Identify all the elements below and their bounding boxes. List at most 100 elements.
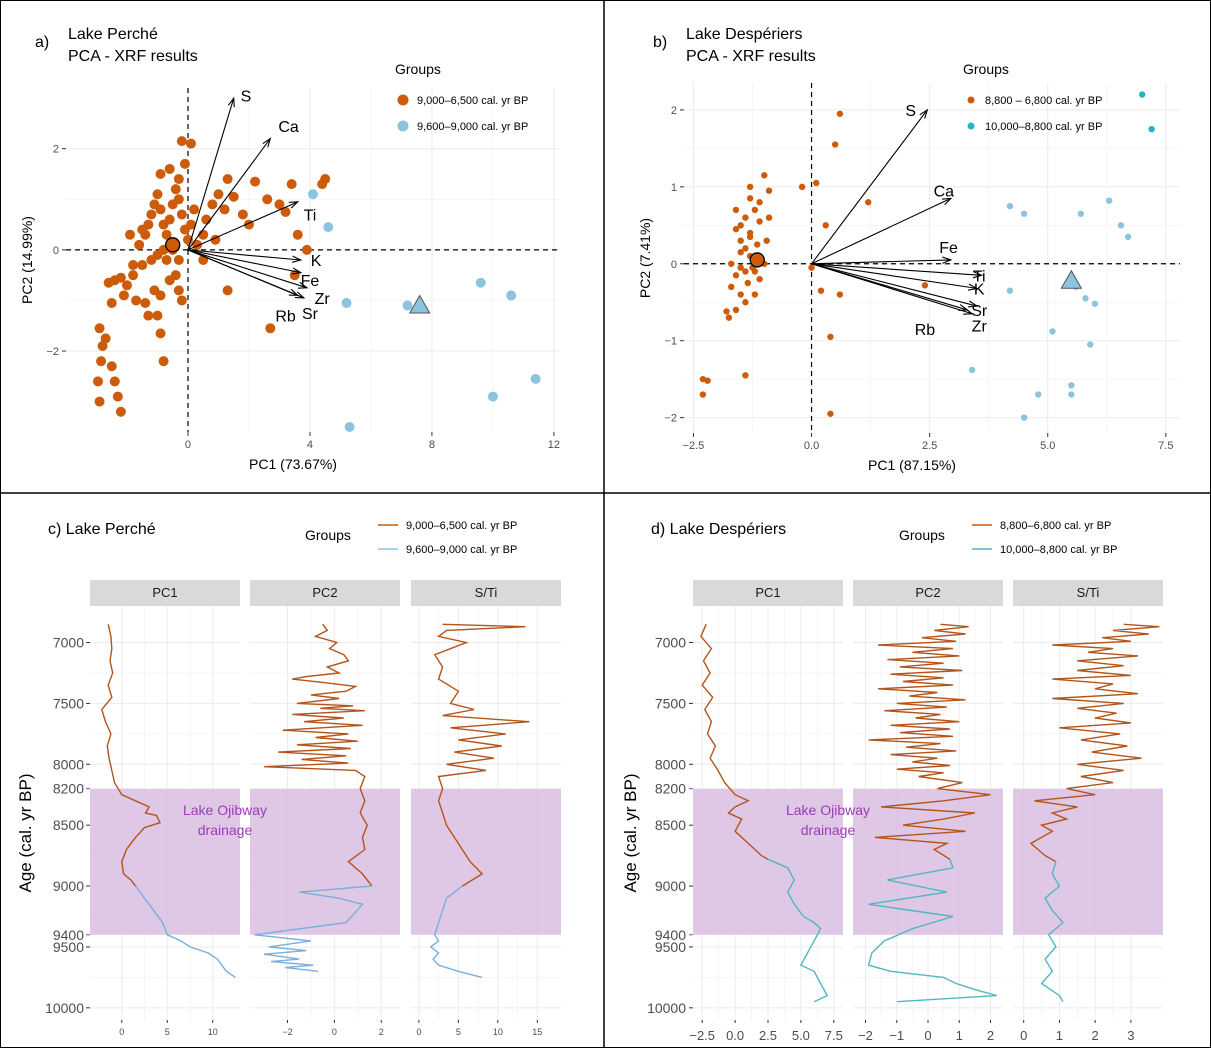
drainage-label-line1: Lake Ojibway (786, 802, 870, 818)
centroid-triangle (1060, 269, 1083, 289)
series-line-teal (867, 859, 997, 1003)
data-point (1105, 197, 1113, 204)
x-tick-label: 7.5 (1158, 440, 1173, 452)
series-line-teal (1040, 861, 1064, 1003)
data-point (1117, 222, 1125, 229)
loading-label: S (241, 89, 252, 106)
data-point (968, 366, 976, 374)
data-point (1020, 210, 1028, 217)
loading-label: Ti (304, 207, 317, 224)
data-point (323, 222, 334, 233)
data-point (1139, 91, 1146, 98)
data-point (308, 189, 318, 200)
y-tick-label: 2 (671, 105, 677, 117)
data-point (344, 421, 355, 432)
legend-key (397, 120, 409, 132)
data-point (170, 184, 181, 195)
data-point (176, 295, 187, 306)
x-tick-label: 0.0 (804, 440, 819, 452)
data-point (921, 282, 929, 289)
loading-arrow (187, 201, 298, 251)
data-point (475, 277, 486, 288)
y-tick-label: −2 (664, 413, 677, 425)
facet-strip-label: S/Ti (1077, 585, 1100, 600)
x-tick-label: 4 (307, 439, 313, 451)
drainage-shade (90, 788, 240, 935)
data-point (173, 174, 184, 185)
data-point (115, 272, 126, 283)
data-point (94, 396, 105, 407)
data-point (827, 410, 834, 417)
data-point (506, 290, 517, 301)
arrow-head (227, 96, 235, 108)
data-point (207, 199, 218, 210)
x-tick-label: 5.0 (1040, 440, 1055, 452)
legend-key (397, 94, 409, 106)
y-tick-label: 10000 (647, 1000, 686, 1016)
loading-label: Sr (971, 303, 988, 320)
data-point (836, 291, 844, 298)
data-point (813, 179, 820, 187)
facet-PC2: PC2 −2 0 2 (250, 580, 400, 1037)
data-point (152, 310, 163, 321)
facet-strip (853, 580, 1003, 606)
y-tick-label: 8500 (53, 817, 84, 833)
data-point (737, 291, 744, 298)
x-tick-label: 1 (956, 1028, 963, 1043)
series-line-orange (868, 623, 991, 860)
facet-S/Ti: S/Ti 0 5 10 15 (411, 580, 561, 1037)
x-tick-label: 0 (119, 1027, 124, 1037)
y-tick-label: 10000 (45, 1000, 84, 1016)
data-point (751, 206, 759, 214)
y-tick-label: 9500 (53, 939, 84, 955)
x-tick-label: 12 (548, 439, 560, 451)
data-point (746, 233, 754, 241)
facet-PC1: PC1 0 5 10 (90, 580, 240, 1037)
panel-subtitle: PCA - XRF results (686, 48, 816, 65)
drainage-shade (250, 788, 400, 935)
data-point (798, 183, 806, 191)
data-point (161, 229, 172, 240)
data-point (228, 191, 239, 202)
loading-label: K (311, 253, 322, 270)
data-point (1082, 295, 1089, 302)
y-tick-label: 9500 (655, 939, 686, 955)
data-point (164, 214, 175, 225)
data-point (756, 275, 763, 283)
centroid-circle (165, 237, 181, 253)
data-point (237, 209, 248, 220)
loading-label: Fe (939, 240, 958, 257)
x-tick-label: 2 (987, 1028, 994, 1043)
timeseries-panel-d: PC1 −2.5 0.0 2.5 5.0 7.5 PC2 −2 −1 0 1 2 S/Ti 0 1 2 3 Lak… (621, 520, 1163, 1043)
data-point (103, 277, 114, 288)
data-point (286, 179, 297, 190)
data-point (732, 206, 740, 214)
plot-area (684, 83, 1180, 433)
x-tick-label: 5 (165, 1027, 170, 1037)
data-point (1087, 341, 1094, 348)
arrow-head (958, 304, 969, 312)
data-point (134, 239, 145, 250)
y-tick-label: 7000 (655, 635, 686, 651)
legend-key (967, 122, 975, 130)
data-point (161, 255, 172, 265)
loading-label: Ti (973, 268, 986, 285)
data-point (1035, 391, 1042, 398)
data-point (280, 206, 291, 217)
y-tick-label: 7000 (53, 635, 84, 651)
x-tick-label: 3 (1127, 1028, 1134, 1043)
panel-title: Lake Despériers (686, 26, 803, 43)
y-tick-label: 8000 (655, 756, 686, 772)
data-point (155, 204, 166, 215)
data-point (756, 218, 763, 225)
legend-label: 9,600–9,000 cal. yr BP (417, 121, 528, 133)
loading-label: Ca (278, 119, 299, 136)
data-point (737, 237, 744, 244)
data-point (155, 328, 166, 339)
drainage-shade (411, 788, 561, 935)
loading-label: Ca (934, 184, 955, 201)
x-tick-label: 0 (332, 1027, 337, 1037)
y-tick-label: 8500 (655, 817, 686, 833)
data-point (97, 341, 108, 351)
arrow-head (297, 281, 309, 289)
